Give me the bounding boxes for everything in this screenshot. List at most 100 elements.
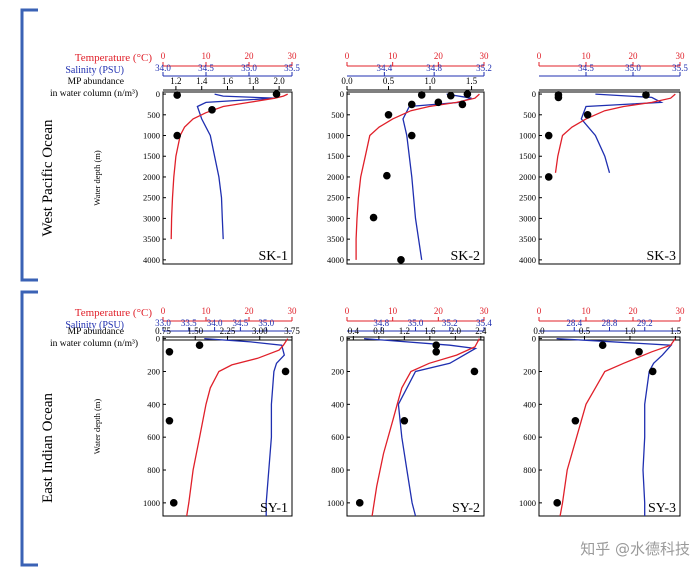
salinity-tick-label: 35.2 xyxy=(442,318,458,328)
depth-tick-label: 3000 xyxy=(519,213,536,223)
mp-abundance-point xyxy=(583,110,592,119)
depth-tick-label: 3500 xyxy=(327,234,344,244)
mp-abundance-point xyxy=(165,347,174,356)
depth-tick-label: 500 xyxy=(523,110,536,120)
depth-tick-label: 1000 xyxy=(519,498,536,508)
salinity-tick-label: 34.8 xyxy=(426,63,442,73)
mp-abundance-point xyxy=(169,499,178,507)
depth-tick-label: 2000 xyxy=(143,172,160,182)
temperature-tick-label: 20 xyxy=(245,51,255,61)
depth-tick-label: 1500 xyxy=(143,151,160,161)
plot-frame xyxy=(346,91,485,265)
salinity-tick-label: 35.5 xyxy=(672,63,688,73)
panel-sy-3: 0 10 20 30 28.4 28.8 29.2 0.0 0.5 1.0 1.5 0 200 400 60… xyxy=(519,306,685,517)
depth-tick-label: 3000 xyxy=(327,213,344,223)
mp-tick-label: 0.5 xyxy=(579,326,591,336)
salinity-profile-line xyxy=(196,93,275,240)
mp-abundance-point xyxy=(432,341,441,350)
plot-frame xyxy=(346,336,485,517)
mp-tick-label: 2.25 xyxy=(220,326,236,336)
panel-label: SK-1 xyxy=(258,249,288,264)
mp-tick-label: 1.6 xyxy=(222,76,234,86)
salinity-tick-label: 28.8 xyxy=(602,318,618,328)
temperature-tick-label: 0 xyxy=(537,306,542,316)
temperature-tick-label: 20 xyxy=(245,306,255,316)
depth-tick-label: 0 xyxy=(532,334,536,344)
mp-tick-label: 1.4 xyxy=(196,76,208,86)
depth-tick-label: 3500 xyxy=(143,234,160,244)
panel-sk-2: 0 10 20 30 34.4 34.8 35.2 0.0 0.5 1.0 1.5 0 500 1000 1… xyxy=(327,51,492,265)
mp-abundance-point xyxy=(165,416,174,425)
plot-frame xyxy=(538,336,681,517)
depth-tick-label: 400 xyxy=(523,399,536,409)
depth-tick-label: 200 xyxy=(331,366,344,376)
mp-abundance-point xyxy=(369,213,378,222)
salinity-tick-label: 35.4 xyxy=(476,318,492,328)
mp-tick-label: 1.0 xyxy=(624,326,636,336)
mp-abundance-point xyxy=(544,131,553,140)
depth-tick-label: 1500 xyxy=(327,151,344,161)
depth-tick-label: 600 xyxy=(523,432,536,442)
panel-label: SK-2 xyxy=(450,249,480,264)
salinity-tick-label: 28.4 xyxy=(566,318,582,328)
depth-tick-label: 200 xyxy=(147,366,160,376)
mp-abundance-point xyxy=(195,341,204,350)
depth-tick-label: 1000 xyxy=(327,498,344,508)
salinity-tick-label: 33.0 xyxy=(155,318,171,328)
depth-tick-label: 4000 xyxy=(327,255,344,265)
mp-axis-label-1: MP abundance xyxy=(68,77,124,87)
depth-tick-label: 600 xyxy=(147,432,160,442)
y-axis-label: Water depth (m) xyxy=(92,399,102,455)
salinity-tick-label: 35.0 xyxy=(408,318,424,328)
panel-sk-1: 0 10 20 30 34.0 34.5 35.0 35.5 1.2 1.4 1.6 1.8 2.0 0 5… xyxy=(143,51,300,265)
salinity-tick-label: 29.2 xyxy=(637,318,653,328)
mp-abundance-point xyxy=(384,110,393,119)
temperature-tick-label: 0 xyxy=(345,306,350,316)
depth-tick-label: 2500 xyxy=(519,193,536,203)
y-axis-label: Water depth (m) xyxy=(92,150,102,206)
temperature-tick-label: 30 xyxy=(288,306,298,316)
mp-abundance-point xyxy=(407,131,416,140)
temperature-tick-label: 0 xyxy=(345,51,350,61)
mp-tick-label: 1.2 xyxy=(399,326,410,336)
temperature-tick-label: 20 xyxy=(629,306,639,316)
salinity-tick-label: 35.0 xyxy=(625,63,641,73)
mp-abundance-point xyxy=(554,93,563,102)
panel-label: SK-3 xyxy=(646,249,676,264)
temperature-tick-label: 30 xyxy=(676,51,686,61)
salinity-tick-label: 34.5 xyxy=(578,63,594,73)
depth-tick-label: 1500 xyxy=(519,151,536,161)
plot-frame xyxy=(162,91,293,265)
mp-abundance-point xyxy=(417,91,426,99)
depth-tick-label: 200 xyxy=(523,366,536,376)
mp-tick-label: 1.5 xyxy=(670,326,682,336)
temperature-profile-line xyxy=(170,93,288,240)
mp-abundance-point xyxy=(173,91,181,99)
mp-abundance-point xyxy=(446,91,455,100)
salinity-profile-line xyxy=(402,93,472,260)
mp-abundance-point xyxy=(281,367,290,376)
mp-abundance-point xyxy=(173,131,181,140)
region-label: East Indian Ocean xyxy=(40,393,56,503)
depth-tick-label: 0 xyxy=(340,89,344,99)
mp-abundance-point xyxy=(635,347,643,356)
temperature-tick-label: 0 xyxy=(161,51,166,61)
panel-label: SY-3 xyxy=(648,501,676,516)
depth-tick-label: 800 xyxy=(147,465,160,475)
mp-tick-label: 3.00 xyxy=(252,326,268,336)
panel-label: SY-1 xyxy=(260,501,288,516)
panel-sy-1: 0 10 20 30 33.0 33.5 34.0 34.5 35.0 0.75 1.50 2.25 3… xyxy=(143,306,300,517)
salinity-tick-label: 34.0 xyxy=(207,318,223,328)
mp-tick-label: 1.6 xyxy=(424,326,436,336)
salinity-tick-label: 35.2 xyxy=(476,63,492,73)
mp-tick-label: 1.50 xyxy=(187,326,203,336)
depth-tick-label: 1000 xyxy=(143,131,160,141)
temperature-axis-label: Temperature (°C) xyxy=(75,307,153,319)
mp-abundance-point xyxy=(272,90,281,98)
mp-tick-label: 0.0 xyxy=(341,76,353,86)
depth-tick-label: 1000 xyxy=(143,498,160,508)
depth-tick-label: 400 xyxy=(331,399,344,409)
mp-tick-label: 1.8 xyxy=(248,76,260,86)
mp-tick-label: 2.0 xyxy=(273,76,285,86)
mp-axis-label-2: in water column (n/m³) xyxy=(50,88,138,99)
